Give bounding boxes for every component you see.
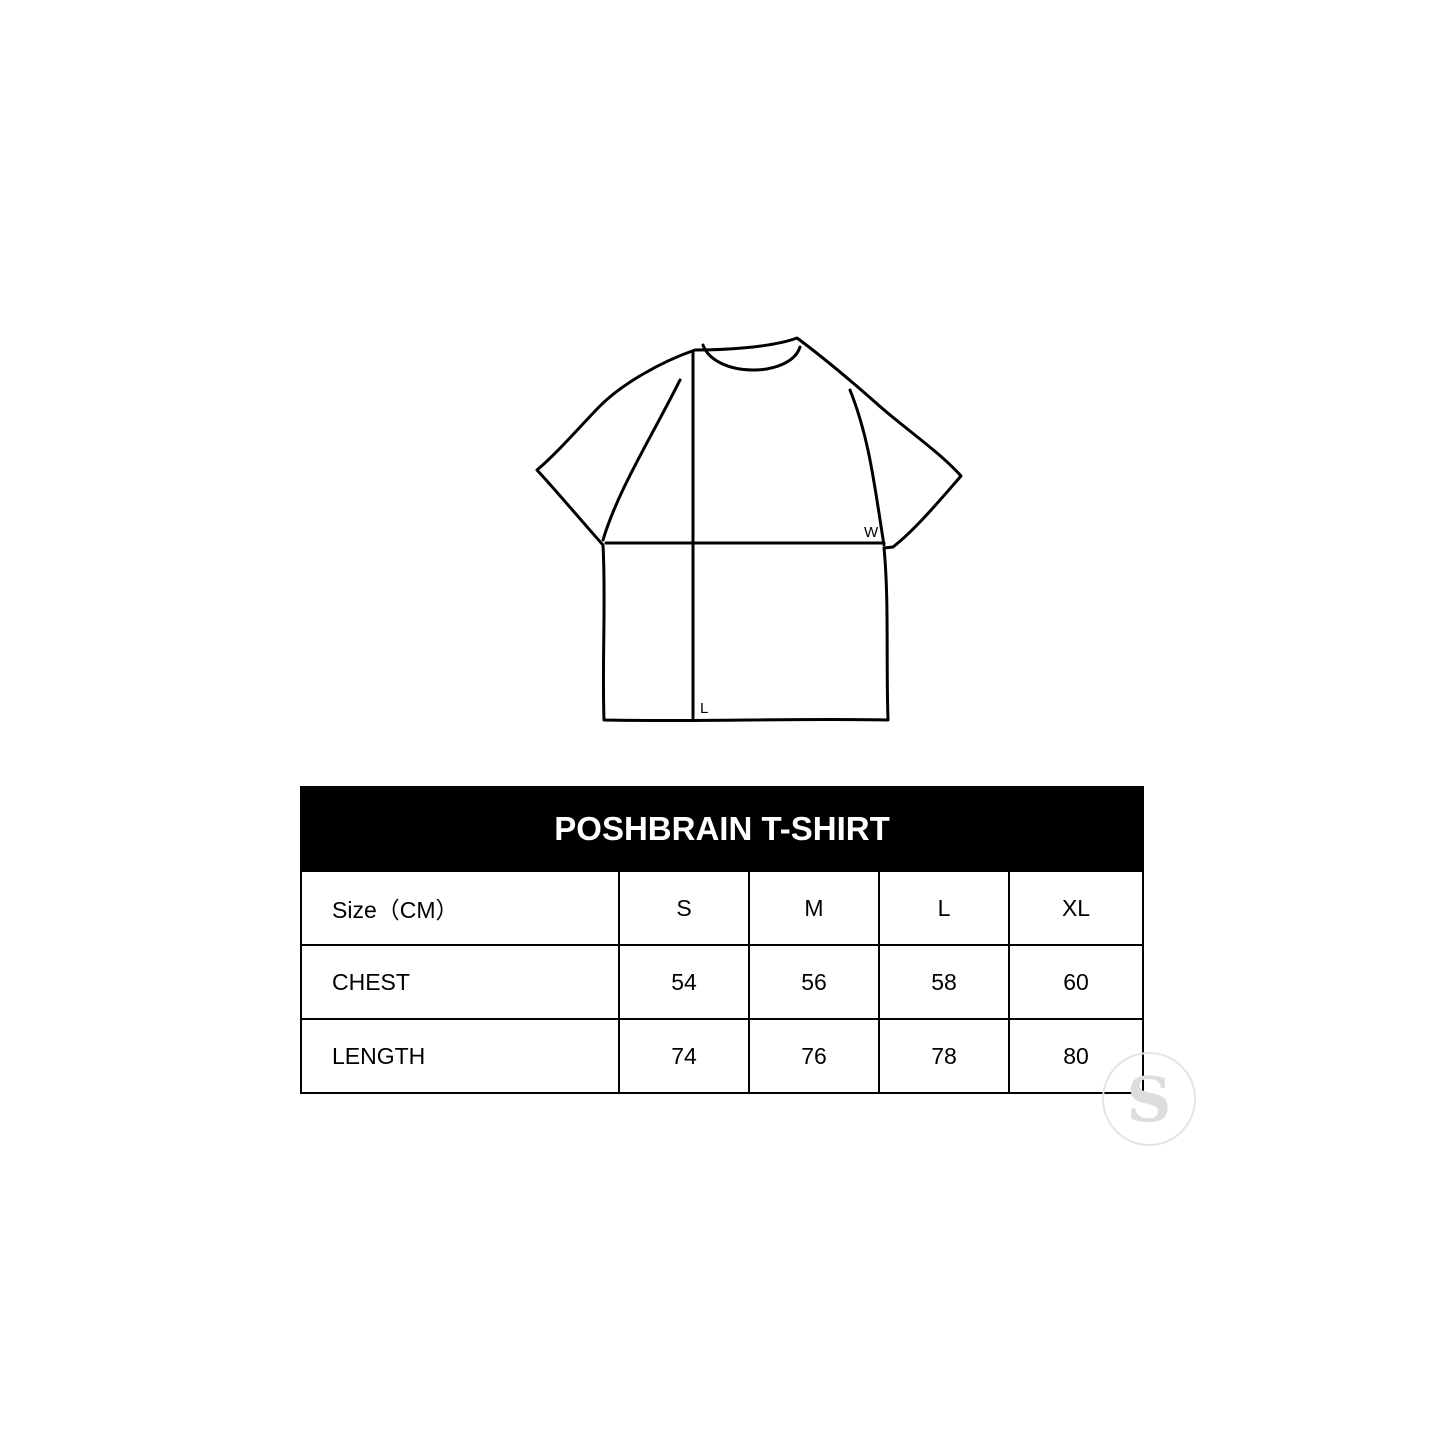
cell: 74 <box>618 1018 750 1094</box>
cell: 80 <box>1007 1018 1145 1094</box>
watermark-logo: S <box>1102 1052 1196 1146</box>
cell: 56 <box>748 944 880 1020</box>
length-label: L <box>700 700 708 717</box>
table-row: CHEST 54 56 58 60 <box>300 944 1145 1020</box>
table-title: POSHBRAIN T-SHIRT <box>299 786 1145 872</box>
size-chart-table: POSHBRAIN T-SHIRT Size（CM） S M L XL CHES… <box>299 786 1145 1094</box>
cell: 60 <box>1007 944 1145 1020</box>
size-header-xl: XL <box>1007 870 1145 946</box>
cell: 76 <box>748 1018 880 1094</box>
row-label: CHEST <box>300 944 620 1020</box>
table-row: LENGTH 74 76 78 80 <box>300 1018 1145 1094</box>
tshirt-sleeve-seam-right <box>848 388 886 547</box>
cell: 58 <box>878 944 1010 1020</box>
tshirt-sleeve-seam-left <box>601 378 682 542</box>
logo-letter: S <box>1126 1062 1172 1136</box>
tshirt-diagram: W L <box>535 336 963 723</box>
tshirt-collar <box>701 343 802 372</box>
cell: 54 <box>618 944 750 1020</box>
size-header-s: S <box>618 870 750 946</box>
cell: 78 <box>878 1018 1010 1094</box>
tshirt-outline <box>535 336 963 723</box>
size-header-l: L <box>878 870 1010 946</box>
table-header-row: Size（CM） S M L XL <box>300 870 1145 946</box>
size-header-m: M <box>748 870 880 946</box>
size-unit-header: Size（CM） <box>300 870 620 946</box>
width-label: W <box>864 524 879 541</box>
row-label: LENGTH <box>300 1018 620 1094</box>
